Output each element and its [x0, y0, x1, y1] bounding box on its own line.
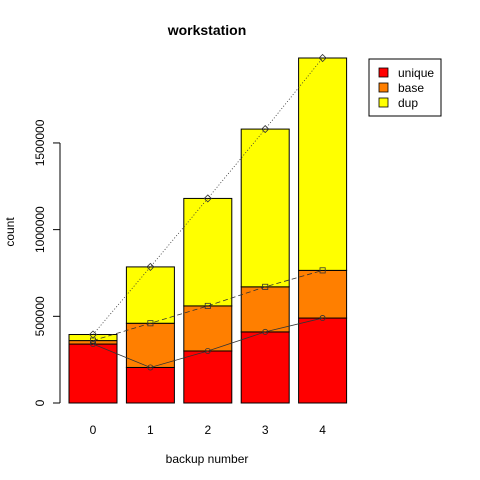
x-tick-label: 4 [319, 423, 326, 437]
line-base [92, 269, 323, 341]
bar-base [298, 269, 348, 319]
bar-base [183, 305, 233, 352]
bar-dup [298, 57, 348, 271]
x-tick-label: 2 [204, 423, 211, 437]
x-axis-label: backup number [166, 452, 249, 466]
x-tick-label: 0 [90, 423, 97, 437]
y-axis-label: count [3, 217, 17, 247]
point-dup [146, 262, 155, 271]
point-unique [90, 341, 97, 348]
point-dup [261, 125, 270, 134]
point-base [262, 283, 269, 290]
bar-unique [183, 350, 233, 404]
legend-label-dup: dup [398, 96, 418, 110]
bar-unique [240, 331, 290, 404]
point-dup [203, 194, 212, 203]
point-unique [204, 347, 211, 354]
legend-label-base: base [398, 81, 424, 95]
legend-swatch-dup [378, 97, 389, 108]
legend-swatch-unique [378, 67, 389, 78]
bar-base [240, 286, 290, 333]
legend-swatch-base [378, 82, 389, 93]
point-base [204, 302, 211, 309]
legend-label-unique: unique [398, 66, 434, 80]
y-tick-label: 1500000 [33, 119, 47, 166]
point-unique [147, 364, 154, 371]
bar-unique [125, 366, 175, 404]
point-dup [318, 53, 327, 63]
point-unique [319, 315, 326, 322]
bar-dup [125, 266, 175, 324]
x-tick-label: 3 [262, 423, 269, 437]
line-unique [92, 317, 323, 368]
bar-unique [298, 317, 348, 404]
x-tick-label: 1 [147, 423, 154, 437]
plot-area: 0 500000 1000000 1500000 0 1 2 3 4 [33, 53, 348, 437]
point-unique [262, 328, 269, 335]
y-tick-label: 1000000 [33, 206, 47, 253]
bar-unique [68, 343, 118, 404]
point-dup [88, 330, 98, 339]
point-base [147, 320, 154, 327]
chart-title: workstation [167, 22, 247, 38]
y-tick-label: 500000 [33, 296, 47, 336]
bar-dup [240, 128, 290, 288]
y-tick-label: 0 [33, 399, 47, 406]
bar-dup [183, 197, 233, 307]
point-base [319, 267, 326, 274]
